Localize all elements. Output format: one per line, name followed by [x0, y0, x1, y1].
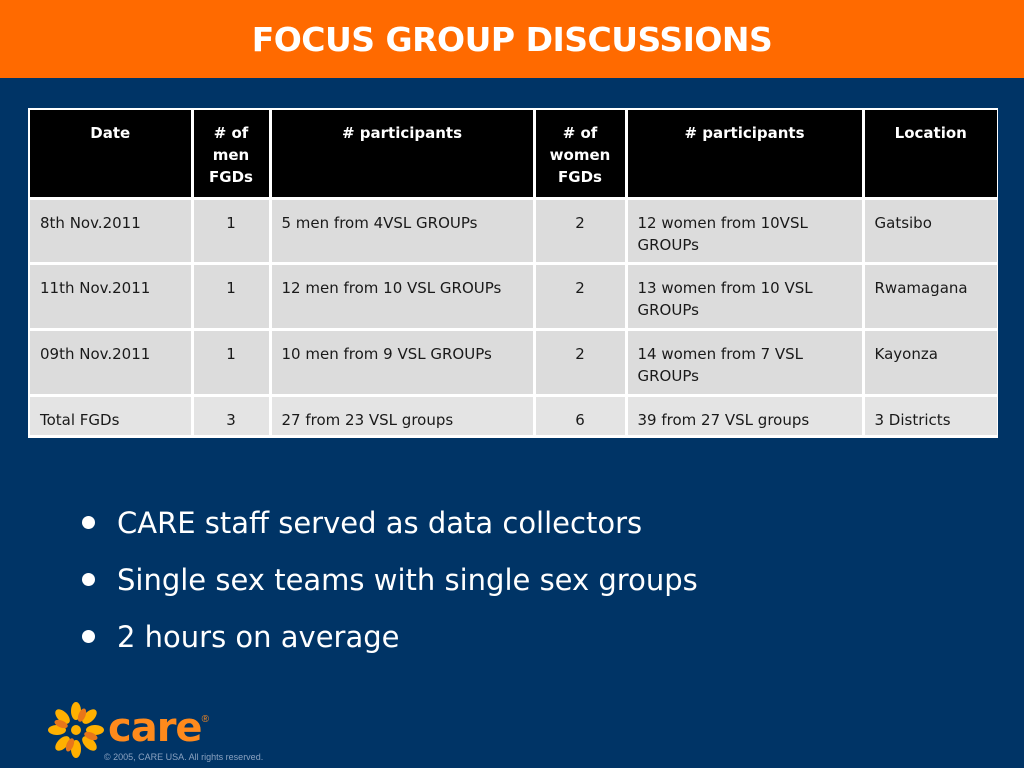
- cell-women-participants: 39 from 27 VSL groups: [626, 393, 865, 435]
- cell-women-fgds: 2: [534, 328, 628, 396]
- cell-women-fgds: 6: [534, 393, 628, 435]
- cell-men-fgds: 1: [192, 328, 272, 396]
- care-logo-text: care: [108, 705, 203, 751]
- bullet-dot-icon: [82, 516, 95, 529]
- cell-men-participants: 10 men from 9 VSL GROUPs: [270, 328, 536, 396]
- cell-location: Rwamagana: [863, 262, 997, 330]
- fgd-table-container: Date # of men FGDs # participants # of w…: [28, 108, 998, 438]
- trademark-symbol: ®: [201, 714, 209, 725]
- cell-men-fgds: 3: [192, 393, 272, 435]
- care-logo: care ®: [46, 700, 209, 760]
- cell-men-participants: 27 from 23 VSL groups: [270, 393, 536, 435]
- cell-women-participants: 12 women from 10VSL GROUPs: [626, 196, 865, 264]
- header-women-participants: # participants: [626, 110, 865, 198]
- cell-location: Kayonza: [863, 328, 997, 396]
- cell-men-fgds: 1: [192, 262, 272, 330]
- bullet-item: 2 hours on average: [82, 608, 698, 665]
- bullet-item: CARE staff served as data collectors: [82, 494, 698, 551]
- table-total-row: Total FGDs 3 27 from 23 VSL groups 6 39 …: [30, 393, 997, 435]
- cell-date: 09th Nov.2011: [30, 328, 194, 396]
- cell-women-participants: 13 women from 10 VSL GROUPs: [626, 262, 865, 330]
- cell-women-participants: 14 women from 7 VSL GROUPs: [626, 328, 865, 396]
- header-men-fgds: # of men FGDs: [192, 110, 272, 198]
- cell-women-fgds: 2: [534, 262, 628, 330]
- cell-location: Gatsibo: [863, 196, 997, 264]
- fgd-table: Date # of men FGDs # participants # of w…: [30, 110, 997, 435]
- cell-date: Total FGDs: [30, 393, 194, 435]
- table-row: 09th Nov.2011 1 10 men from 9 VSL GROUPs…: [30, 328, 997, 396]
- bullet-dot-icon: [82, 630, 95, 643]
- table-row: 8th Nov.2011 1 5 men from 4VSL GROUPs 2 …: [30, 196, 997, 264]
- cell-date: 11th Nov.2011: [30, 262, 194, 330]
- bullet-list: CARE staff served as data collectors Sin…: [82, 494, 698, 665]
- header-date: Date: [30, 110, 194, 198]
- cell-women-fgds: 2: [534, 196, 628, 264]
- bullet-dot-icon: [82, 573, 95, 586]
- table-header-row: Date # of men FGDs # participants # of w…: [30, 110, 997, 198]
- cell-men-participants: 5 men from 4VSL GROUPs: [270, 196, 536, 264]
- header-location: Location: [863, 110, 997, 198]
- header-men-participants: # participants: [270, 110, 536, 198]
- bullet-item: Single sex teams with single sex groups: [82, 551, 698, 608]
- cell-location: 3 Districts: [863, 393, 997, 435]
- slide-title: FOCUS GROUP DISCUSSIONS: [251, 19, 773, 59]
- bullet-text: CARE staff served as data collectors: [117, 505, 643, 540]
- table-row: 11th Nov.2011 1 12 men from 10 VSL GROUP…: [30, 262, 997, 330]
- bullet-text: 2 hours on average: [117, 619, 400, 654]
- care-hands-logo-icon: [48, 702, 104, 758]
- bullet-text: Single sex teams with single sex groups: [117, 562, 698, 597]
- cell-date: 8th Nov.2011: [30, 196, 194, 264]
- cell-men-participants: 12 men from 10 VSL GROUPs: [270, 262, 536, 330]
- header-women-fgds: # of women FGDs: [534, 110, 628, 198]
- copyright-notice: © 2005, CARE USA. All rights reserved.: [104, 752, 264, 762]
- cell-men-fgds: 1: [192, 196, 272, 264]
- title-bar: FOCUS GROUP DISCUSSIONS: [0, 0, 1024, 78]
